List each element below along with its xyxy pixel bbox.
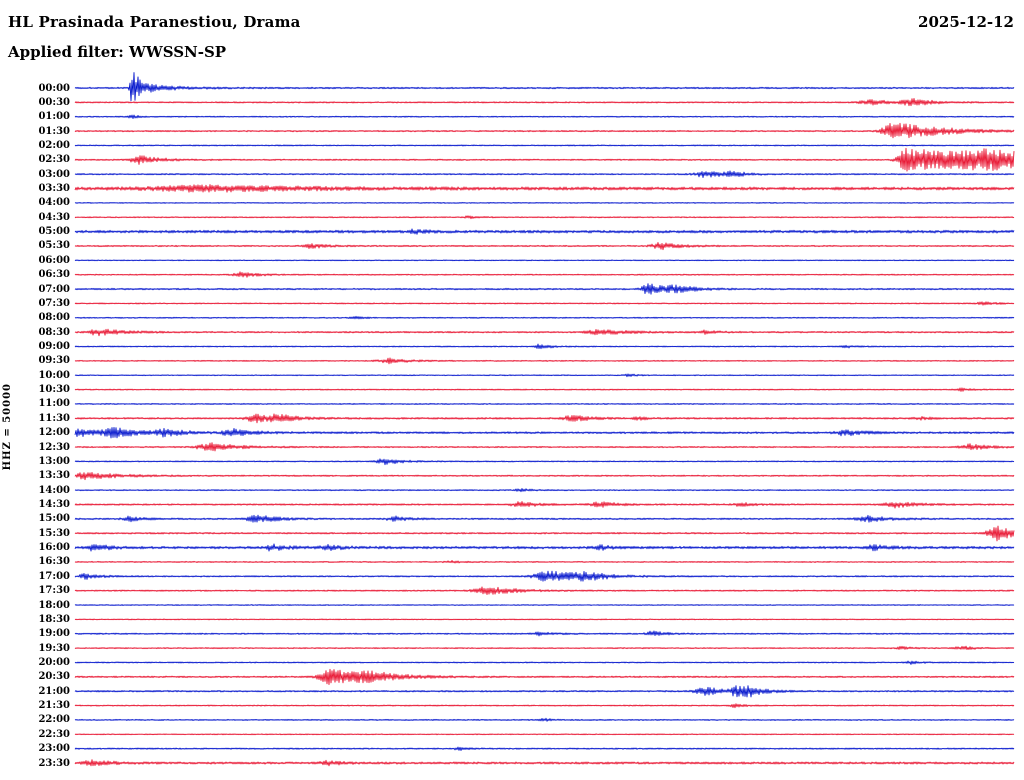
helicorder-page: HL Prasinada Paranestiou, Drama 2025-12-…	[0, 0, 1024, 780]
seismogram-traces	[0, 0, 1024, 780]
